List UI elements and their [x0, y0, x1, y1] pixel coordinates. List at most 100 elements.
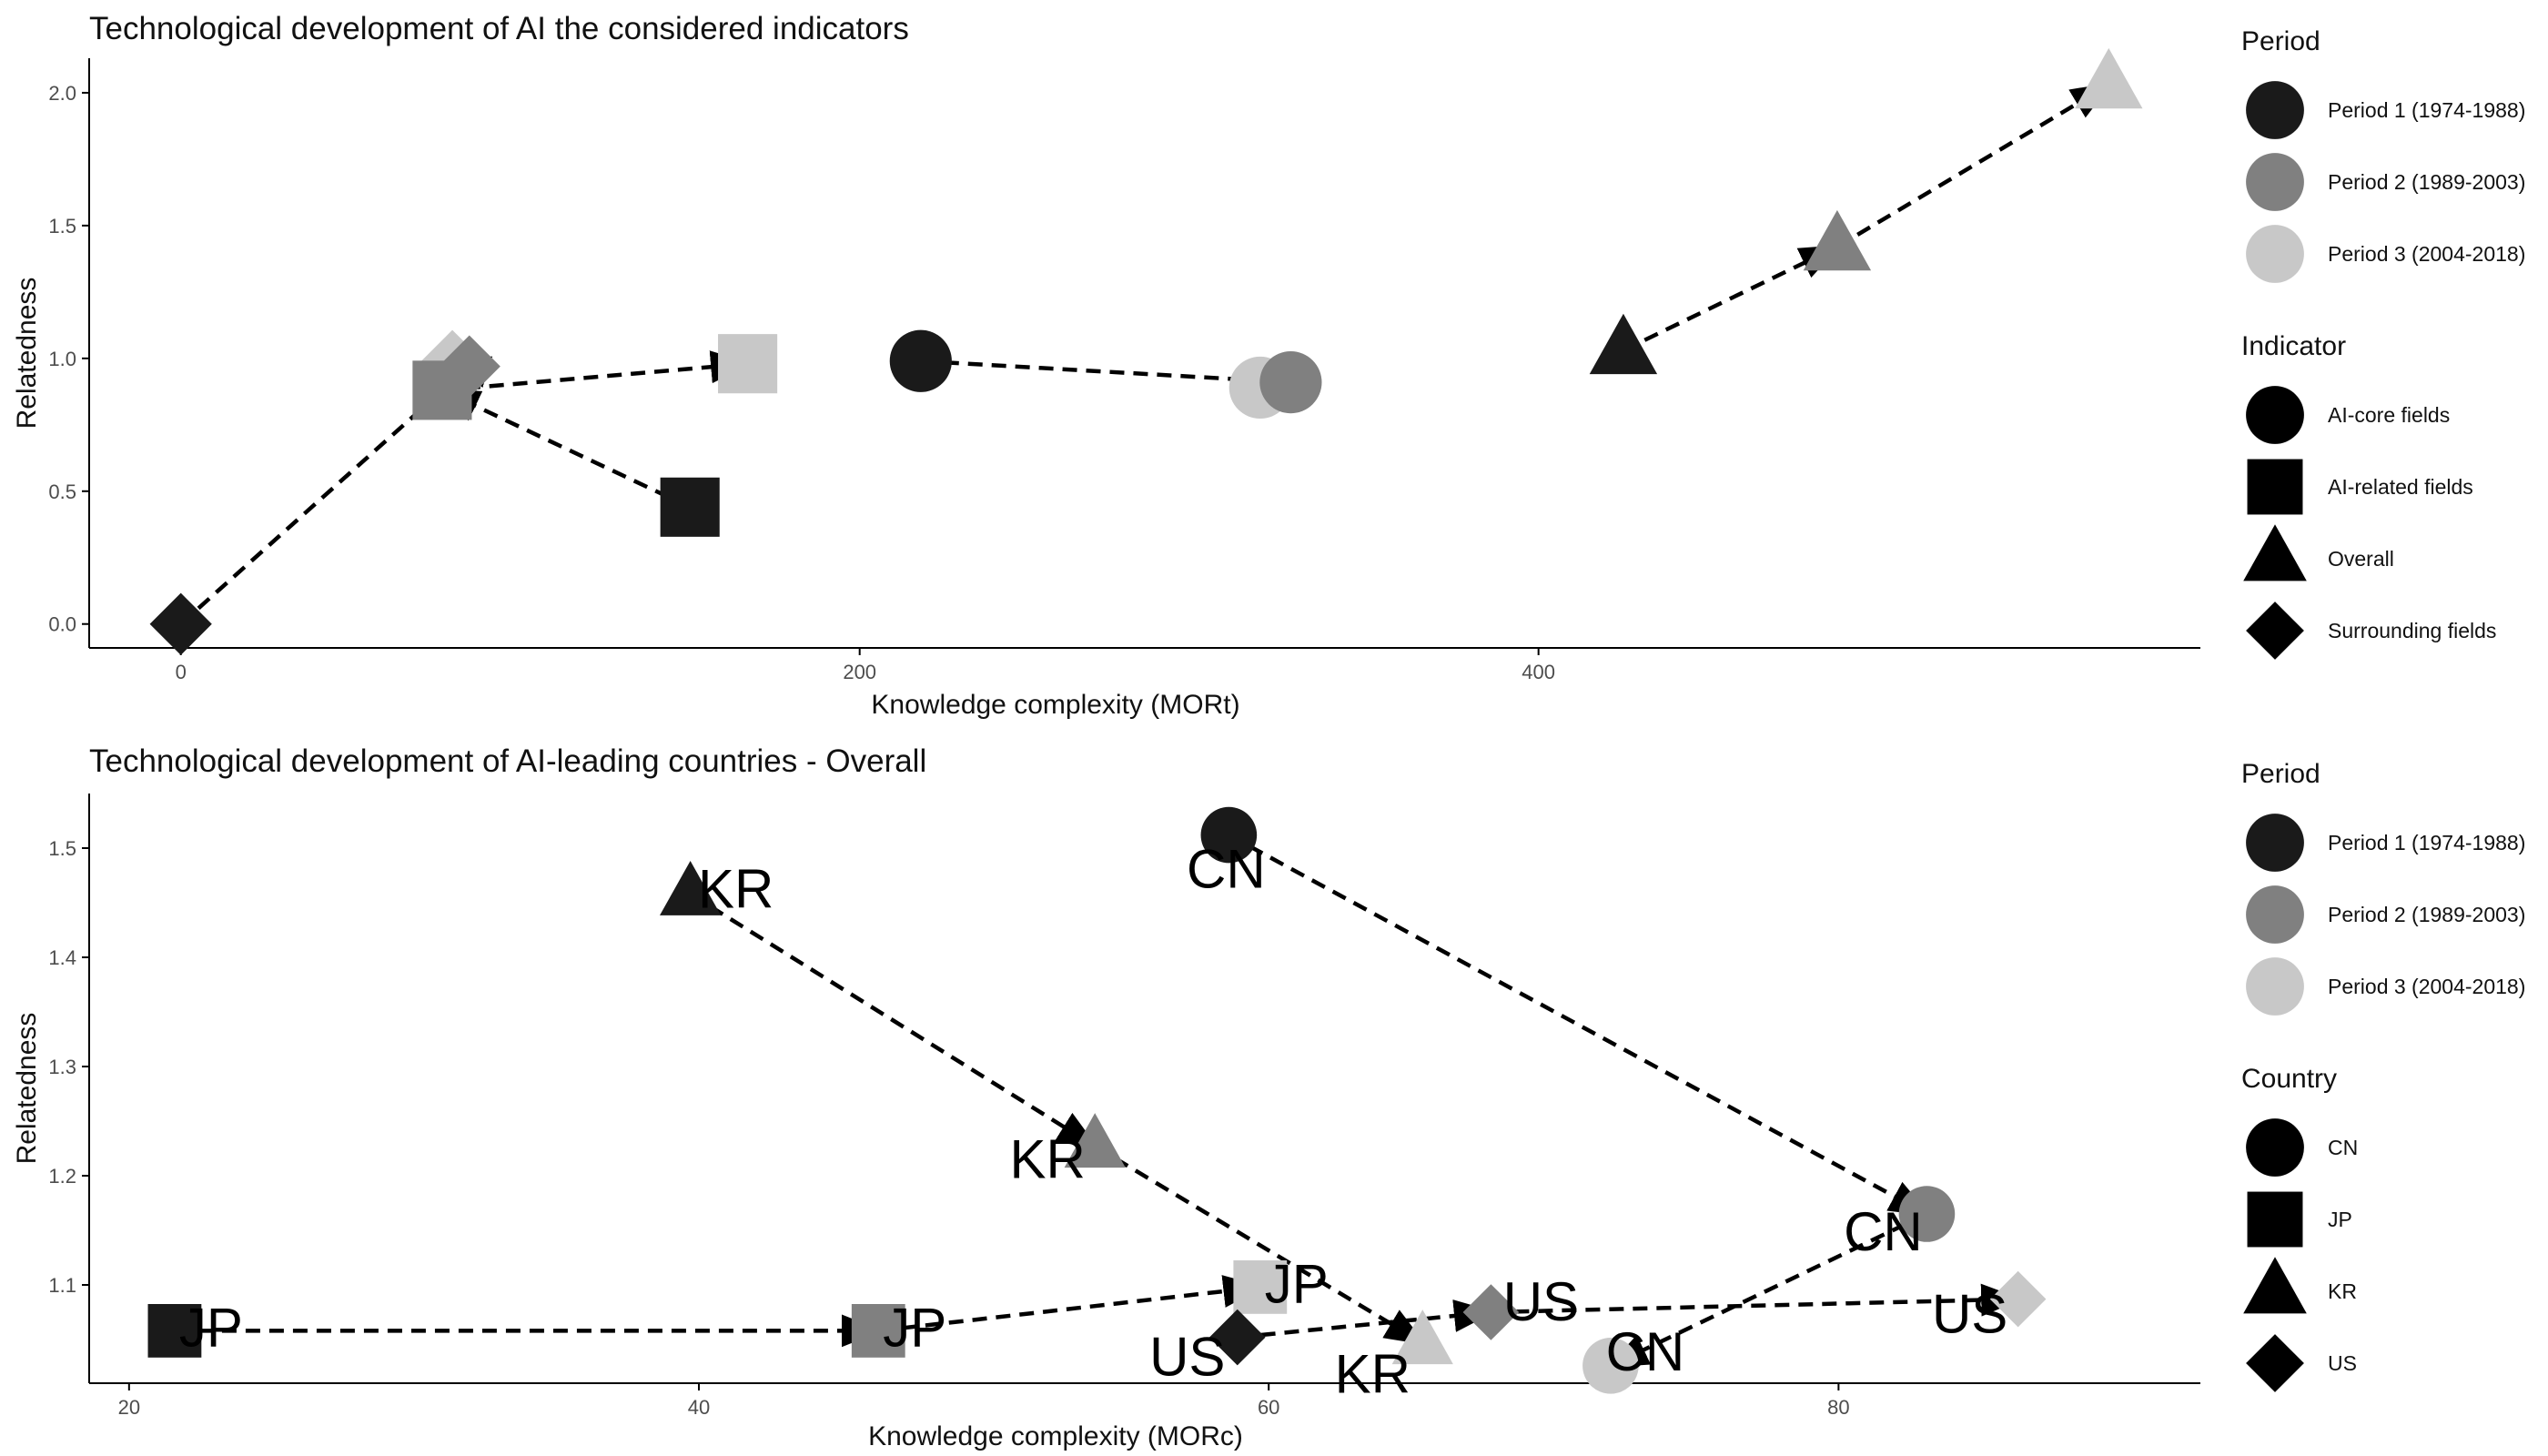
legend-label: Overall — [2328, 547, 2394, 571]
legend-title: Period — [2241, 26, 2320, 56]
legend-title: Period — [2241, 759, 2320, 789]
point-kr-period-3 — [1391, 1309, 1453, 1365]
point-ai-core-fields-period-1 — [889, 329, 952, 392]
y-tick-label: 1.2 — [48, 1165, 76, 1188]
trajectory-arrow — [878, 1275, 1265, 1333]
trajectory-arrow — [1491, 1283, 2023, 1317]
chart-panel-indicators: Technological development of AI the cons… — [12, 11, 2525, 720]
legend-key-period-3-2004-2018- — [2246, 957, 2304, 1016]
legend-key-kr — [2243, 1257, 2307, 1314]
legend-key-surrounding-fields — [2246, 602, 2304, 660]
point-overall-period-2 — [1803, 209, 1872, 271]
point-ai-related-fields-period-3 — [718, 334, 778, 394]
point-label-cn: CN — [1844, 1201, 1923, 1262]
point-jp-period-2 — [851, 1304, 905, 1358]
trajectory-arrow — [920, 359, 1295, 397]
trajectory-arrow — [1622, 245, 1841, 353]
point-cn-period-2 — [1898, 1186, 1956, 1242]
point-surrounding-fields-period-1 — [149, 592, 212, 655]
point-label-cn: CN — [1606, 1321, 1685, 1382]
point-us-period-2 — [1462, 1284, 1520, 1340]
point-us-period-1 — [1208, 1309, 1266, 1366]
y-axis-title: Relatedness — [12, 278, 42, 430]
legend-key-us — [2246, 1334, 2304, 1392]
legend-title: Indicator — [2241, 331, 2346, 361]
legend-title: Country — [2241, 1064, 2337, 1094]
legend-label: KR — [2328, 1279, 2357, 1303]
point-label-jp: JP — [179, 1297, 243, 1358]
legend-key-period-2-1989-2003- — [2246, 153, 2304, 211]
legend-key-ai-related-fields — [2247, 459, 2303, 515]
legend-key-ai-core-fields — [2246, 386, 2304, 444]
point-overall-period-1 — [1589, 313, 1658, 375]
legend-label: AI-related fields — [2328, 475, 2473, 499]
legend-label: Surrounding fields — [2328, 619, 2496, 642]
legend-label: Period 3 (2004-2018) — [2328, 975, 2525, 998]
y-tick-label: 1.0 — [48, 348, 76, 370]
tick-labels: 0 200 400 0.0 0.5 1.0 1.5 2.0 — [48, 82, 1555, 683]
point-jp-period-3 — [1233, 1260, 1288, 1314]
legend-key-jp — [2247, 1191, 2303, 1248]
point-surrounding-fields-period-2 — [438, 335, 500, 398]
x-axis-title: Knowledge complexity (MORc) — [868, 1421, 1243, 1451]
point-label-us: US — [1149, 1327, 1225, 1388]
y-tick-label: 1.3 — [48, 1056, 76, 1078]
chart-title: Technological development of AI the cons… — [89, 11, 909, 46]
point-label-us: US — [1503, 1271, 1579, 1332]
y-tick-label: 1.1 — [48, 1274, 76, 1297]
trajectory-arrows — [174, 833, 2023, 1368]
legend-key-period-3-2004-2018- — [2246, 225, 2304, 283]
point-label-jp: JP — [883, 1297, 946, 1358]
legend-label: JP — [2328, 1208, 2352, 1231]
legend: Period Period 1 (1974-1988) Period 2 (1989… — [2241, 26, 2525, 660]
point-cn-period-3 — [1582, 1338, 1639, 1394]
trajectory-arrow — [179, 363, 473, 626]
x-tick-label: 40 — [688, 1396, 710, 1419]
x-axis-title: Knowledge complexity (MORt) — [871, 690, 1239, 720]
trajectory-arrow — [689, 892, 1099, 1148]
legend-label: Period 1 (1974-1988) — [2328, 831, 2525, 854]
y-tick-label: 1.5 — [48, 215, 76, 238]
legend-label: CN — [2328, 1136, 2358, 1159]
chart-title: Technological development of AI-leading … — [89, 743, 926, 779]
data-points — [149, 47, 2143, 655]
chart-panel-countries: Technological development of AI-leading … — [12, 743, 2525, 1451]
trajectory-arrow — [1094, 1144, 1427, 1345]
x-tick-label: 80 — [1827, 1396, 1849, 1419]
x-tick-label: 0 — [176, 661, 187, 683]
legend-label: Period 1 (1974-1988) — [2328, 98, 2525, 122]
legend: Period Period 1 (1974-1988) Period 2 (1989… — [2241, 759, 2525, 1392]
legend-key-period-1-1974-1988- — [2246, 814, 2304, 872]
trajectory-arrow — [1237, 1299, 1495, 1340]
point-kr-period-2 — [1064, 1113, 1126, 1168]
data-points — [147, 806, 2047, 1394]
legend-label: Period 2 (1989-2003) — [2328, 170, 2525, 194]
point-label-kr: KR — [1335, 1344, 1410, 1405]
trajectory-arrow — [438, 388, 692, 510]
legend-key-overall — [2243, 524, 2307, 581]
legend-key-period-1-1974-1988- — [2246, 81, 2304, 139]
y-tick-label: 0.5 — [48, 480, 76, 503]
point-kr-period-1 — [660, 860, 722, 915]
x-tick-label: 200 — [843, 661, 876, 683]
trajectory-arrow — [441, 350, 753, 393]
x-tick-label: 60 — [1258, 1396, 1279, 1419]
y-tick-label: 1.4 — [48, 946, 76, 969]
point-cn-period-1 — [1200, 806, 1258, 864]
trajectory-arrow — [1228, 833, 1931, 1217]
legend-key-cn — [2246, 1118, 2304, 1177]
point-ai-core-fields-period-2 — [1259, 351, 1322, 414]
point-label-jp: JP — [1265, 1253, 1329, 1314]
x-tick-label: 400 — [1522, 661, 1555, 683]
point-ai-related-fields-period-1 — [660, 477, 720, 537]
x-tick-label: 20 — [118, 1396, 140, 1419]
point-overall-period-3 — [2075, 47, 2143, 109]
trajectory-arrow — [1606, 1211, 1928, 1368]
y-tick-label: 0.0 — [48, 613, 76, 636]
point-label-kr: KR — [698, 858, 774, 919]
point-label-us: US — [1932, 1284, 2007, 1345]
legend-label: US — [2328, 1351, 2357, 1375]
point-label-cn: CN — [1187, 839, 1266, 900]
